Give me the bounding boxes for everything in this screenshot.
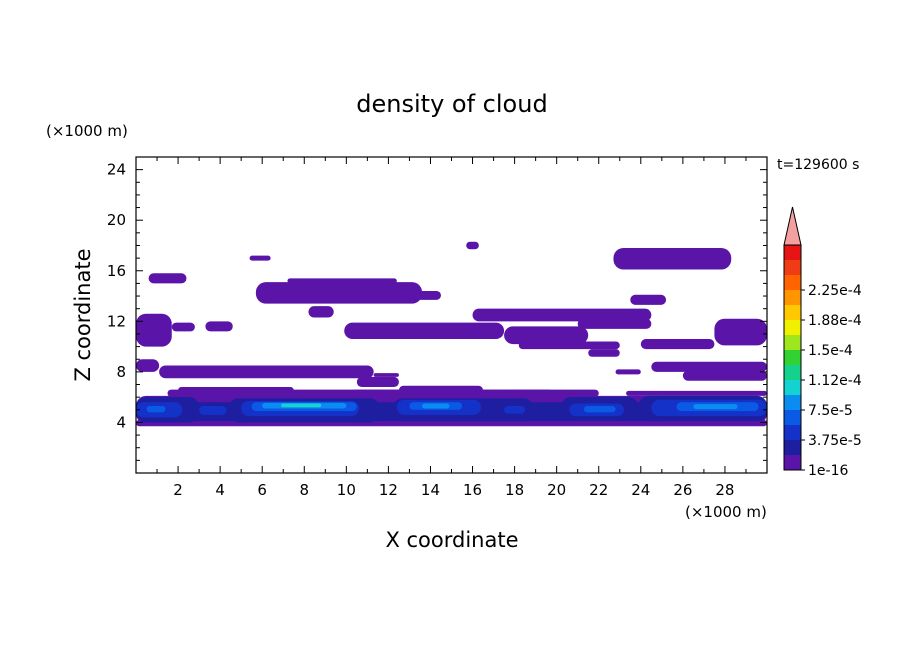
colorbar-swatch	[784, 245, 801, 260]
colorbar-swatch	[784, 425, 801, 440]
x-tick-label: 22	[589, 481, 608, 499]
y-unit-label: (×1000 m)	[46, 122, 128, 140]
contour-region-level-3-3	[584, 406, 616, 413]
colorbar: 1e-16 3.75e-5 7.5e-5 1.12e-4 1.5e-4 1.88e-4 2.…	[783, 206, 862, 479]
contour-region-level-0-11	[651, 361, 767, 372]
x-tick-label: 16	[463, 481, 482, 499]
contour-region-level-2-1	[199, 406, 227, 415]
x-tick-label: 2	[173, 481, 183, 499]
contour-region-level-0-28	[308, 306, 334, 318]
contour-region-level-4-2	[693, 404, 738, 410]
contour-region-level-0-7	[136, 359, 160, 372]
x-axis: 2 4 6 8 10 12 14 16 18 20 22 24 26 28	[135, 157, 768, 499]
colorbar-swatch	[784, 320, 801, 335]
contour-region-level-0-25	[630, 294, 667, 305]
x-tick-label: 8	[299, 481, 309, 499]
contour-layer	[136, 241, 767, 427]
time-label: t=129600 s	[777, 157, 859, 173]
contour-region-level-3-0	[146, 406, 166, 413]
y-axis: 4 8 12 16 20 24	[107, 156, 767, 474]
chart-title: density of cloud	[356, 90, 547, 118]
y-tick-label: 8	[116, 363, 126, 381]
colorbar-label: 1.12e-4	[808, 373, 862, 389]
y-tick-label: 16	[107, 262, 126, 280]
colorbar-extend-arrow	[783, 206, 802, 246]
colorbar-swatch	[784, 260, 801, 275]
x-tick-label: 24	[631, 481, 650, 499]
contour-region-level-0-30	[148, 273, 187, 284]
contour-region-level-0-14	[136, 313, 172, 347]
contour-region-level-5-0	[281, 403, 322, 408]
contour-region-level-0-16	[205, 321, 233, 332]
x-tick-label: 18	[505, 481, 524, 499]
contour-region-level-0-5	[356, 376, 399, 388]
x-tick-label: 26	[673, 481, 692, 499]
colorbar-label: 1.5e-4	[808, 343, 853, 359]
y-tick-label: 12	[107, 312, 126, 330]
colorbar-swatch	[784, 395, 801, 410]
contour-region-level-0-32	[249, 255, 271, 261]
contour-region-level-0-3	[178, 387, 294, 394]
contour-region-level-0-27	[287, 278, 397, 284]
y-axis-label: Z coordinate	[71, 248, 95, 381]
colorbar-label: 1.88e-4	[808, 313, 862, 329]
contour-region-level-0-18	[504, 326, 589, 345]
x-tick-label: 4	[215, 481, 225, 499]
contour-region-level-0-8	[159, 365, 374, 379]
colorbar-swatch	[784, 275, 801, 290]
contour-region-level-0-21	[518, 341, 620, 350]
contour-region-level-0-33	[466, 241, 479, 250]
contour-region-level-0-9	[373, 373, 399, 377]
x-unit-label: (×1000 m)	[685, 503, 767, 521]
colorbar-swatch	[784, 350, 801, 365]
colorbar-swatch	[784, 440, 801, 455]
colorbar-label: 7.5e-5	[808, 403, 853, 419]
colorbar-swatch	[784, 455, 801, 470]
colorbar-swatch	[784, 335, 801, 350]
contour-region-level-0-29	[392, 290, 441, 300]
contour-region-level-0-20	[577, 318, 652, 329]
y-tick-label: 4	[116, 413, 126, 431]
x-tick-label: 20	[547, 481, 566, 499]
contour-region-level-0-12	[682, 370, 767, 381]
x-tick-label: 6	[257, 481, 267, 499]
x-tick-label: 28	[715, 481, 734, 499]
contour-region-level-0-22	[588, 349, 620, 357]
colorbar-swatch	[784, 290, 801, 305]
contour-region-level-0-10	[626, 390, 767, 396]
colorbar-swatch	[784, 365, 801, 380]
contour-region-level-4-1	[422, 403, 450, 409]
colorbar-label: 2.25e-4	[808, 283, 862, 299]
contour-region-level-0-19	[472, 308, 652, 322]
colorbar-label: 1e-16	[808, 463, 848, 479]
colorbar-label: 3.75e-5	[808, 433, 862, 449]
colorbar-swatch	[784, 305, 801, 320]
x-tick-label: 10	[337, 481, 356, 499]
contour-region-level-0-23	[640, 339, 715, 350]
x-tick-label: 14	[421, 481, 440, 499]
contour-region-level-0-6	[398, 385, 484, 395]
y-tick-label: 20	[107, 211, 126, 229]
contour-region-level-0-17	[344, 322, 505, 340]
contour-region-level-0-15	[171, 322, 195, 332]
colorbar-swatch	[784, 410, 801, 425]
y-tick-label: 24	[107, 161, 126, 179]
x-tick-label: 12	[379, 481, 398, 499]
contour-region-level-0-31	[613, 248, 732, 270]
contour-region-level-0-26	[255, 282, 423, 304]
x-axis-label: X coordinate	[385, 528, 518, 552]
contour-region-level-2-4	[504, 406, 526, 414]
contour-region-level-0-13	[615, 369, 641, 375]
contour-region-level-0-24	[714, 318, 767, 346]
colorbar-swatch	[784, 380, 801, 395]
